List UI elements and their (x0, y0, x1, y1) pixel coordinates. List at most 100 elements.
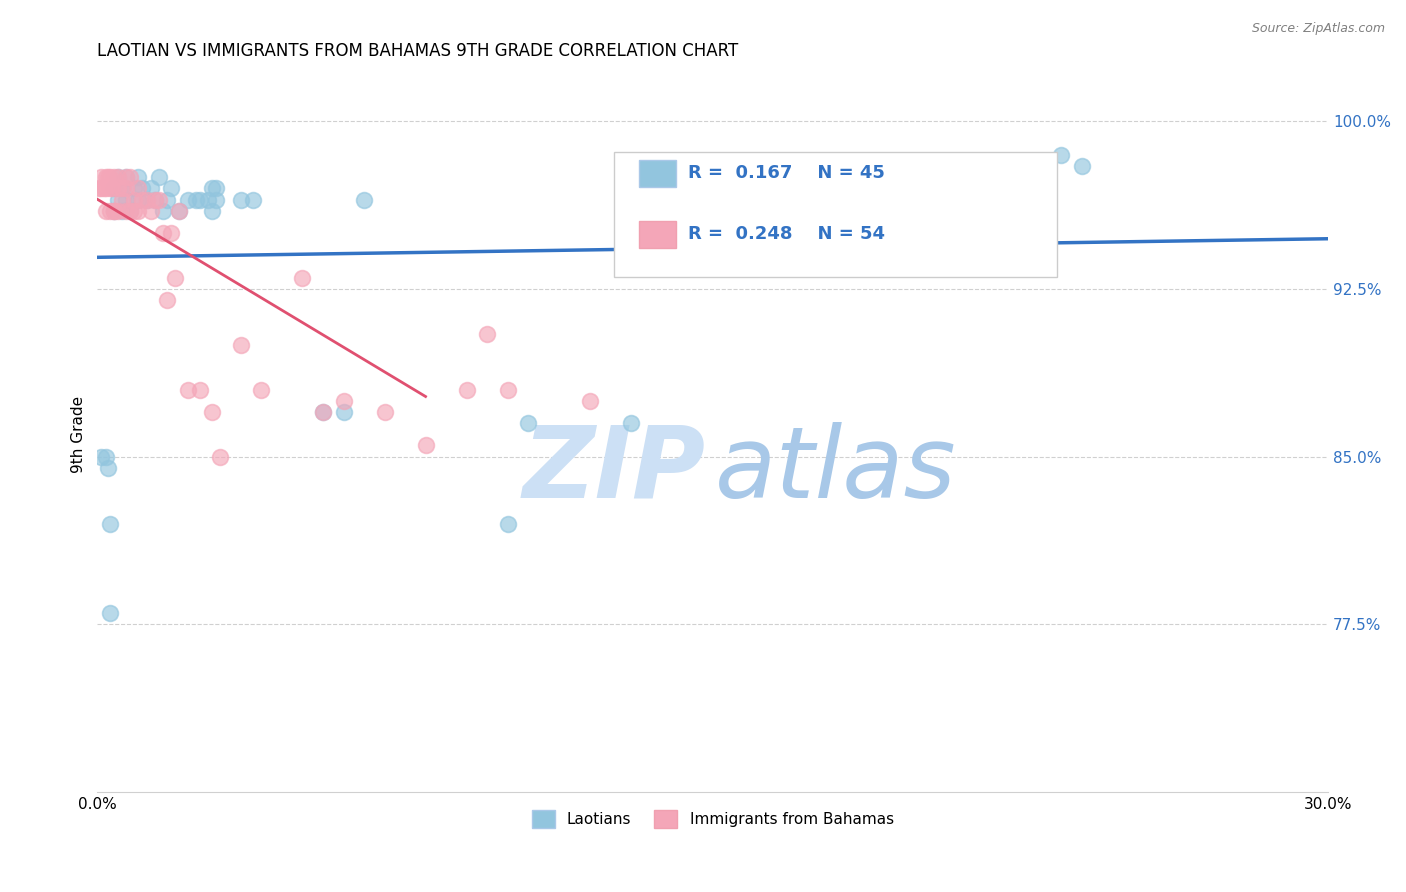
Point (205, 193, 228, 207)
Point (115, 181, 138, 195)
Point (103, 203, 125, 218)
Point (100, 181, 122, 195)
Point (124, 203, 146, 218)
Point (107, 193, 129, 207)
Point (127, 181, 149, 195)
Point (148, 193, 170, 207)
Point (143, 193, 166, 207)
Point (496, 516, 519, 531)
Point (197, 193, 219, 207)
Point (103, 203, 125, 218)
Point (115, 170, 138, 185)
Point (312, 405, 335, 419)
Point (160, 181, 183, 195)
Point (1050, 148, 1073, 162)
Point (98, 170, 121, 185)
Point (156, 293, 179, 307)
Point (131, 181, 153, 195)
Point (98, 516, 121, 531)
Point (111, 181, 134, 195)
Point (103, 181, 125, 195)
Point (188, 383, 211, 397)
Point (107, 170, 129, 185)
Point (201, 405, 224, 419)
Point (353, 193, 375, 207)
Text: ZIP: ZIP (523, 422, 706, 518)
Point (115, 170, 138, 185)
Text: LAOTIAN VS IMMIGRANTS FROM BAHAMAS 9TH GRADE CORRELATION CHART: LAOTIAN VS IMMIGRANTS FROM BAHAMAS 9TH G… (97, 42, 738, 60)
Point (152, 203, 174, 218)
Point (176, 383, 198, 397)
Point (120, 170, 142, 185)
Point (291, 270, 314, 285)
Point (176, 193, 198, 207)
Point (124, 181, 146, 195)
Point (98, 606, 121, 620)
Point (107, 181, 129, 195)
Point (139, 181, 162, 195)
Point (94, 170, 117, 185)
Legend: Laotians, Immigrants from Bahamas: Laotians, Immigrants from Bahamas (526, 804, 900, 834)
Text: R =  0.248    N = 54: R = 0.248 N = 54 (688, 225, 886, 243)
Point (332, 405, 354, 419)
Point (90, 450, 112, 464)
Point (209, 450, 232, 464)
Point (98, 181, 121, 195)
Point (475, 326, 498, 341)
Point (988, 159, 1011, 173)
Point (160, 226, 183, 240)
Point (93, 181, 115, 195)
Point (111, 181, 134, 195)
Point (89, 181, 111, 195)
Point (373, 405, 395, 419)
Point (135, 193, 157, 207)
Point (415, 438, 437, 452)
Point (111, 203, 134, 218)
Point (98, 203, 121, 218)
Text: atlas: atlas (716, 422, 956, 518)
Point (496, 383, 519, 397)
Point (169, 203, 191, 218)
Point (242, 193, 264, 207)
Point (201, 181, 224, 195)
Point (229, 338, 252, 352)
Point (201, 203, 224, 218)
Point (143, 193, 166, 207)
Point (165, 270, 187, 285)
Point (90, 181, 112, 195)
Point (107, 203, 129, 218)
Point (139, 203, 162, 218)
Point (94, 203, 117, 218)
Point (103, 203, 125, 218)
Point (131, 193, 153, 207)
Bar (638, 221, 676, 248)
FancyBboxPatch shape (614, 152, 1057, 277)
Point (135, 193, 157, 207)
Point (188, 193, 211, 207)
Point (169, 203, 191, 218)
Point (111, 193, 134, 207)
Point (120, 203, 142, 218)
Point (148, 170, 170, 185)
Point (205, 181, 228, 195)
Point (127, 203, 149, 218)
Point (115, 203, 138, 218)
Point (517, 416, 540, 430)
Y-axis label: 9th Grade: 9th Grade (72, 396, 86, 473)
Point (332, 393, 354, 408)
Bar (638, 161, 676, 187)
Point (115, 193, 138, 207)
Point (152, 226, 174, 240)
Point (156, 193, 179, 207)
Point (107, 170, 129, 185)
Point (90, 170, 112, 185)
Point (1071, 159, 1094, 173)
Point (97, 460, 120, 475)
Point (250, 383, 273, 397)
Point (120, 203, 142, 218)
Point (312, 405, 335, 419)
Point (229, 193, 252, 207)
Point (94, 181, 117, 195)
Point (127, 170, 149, 185)
Point (578, 393, 600, 408)
